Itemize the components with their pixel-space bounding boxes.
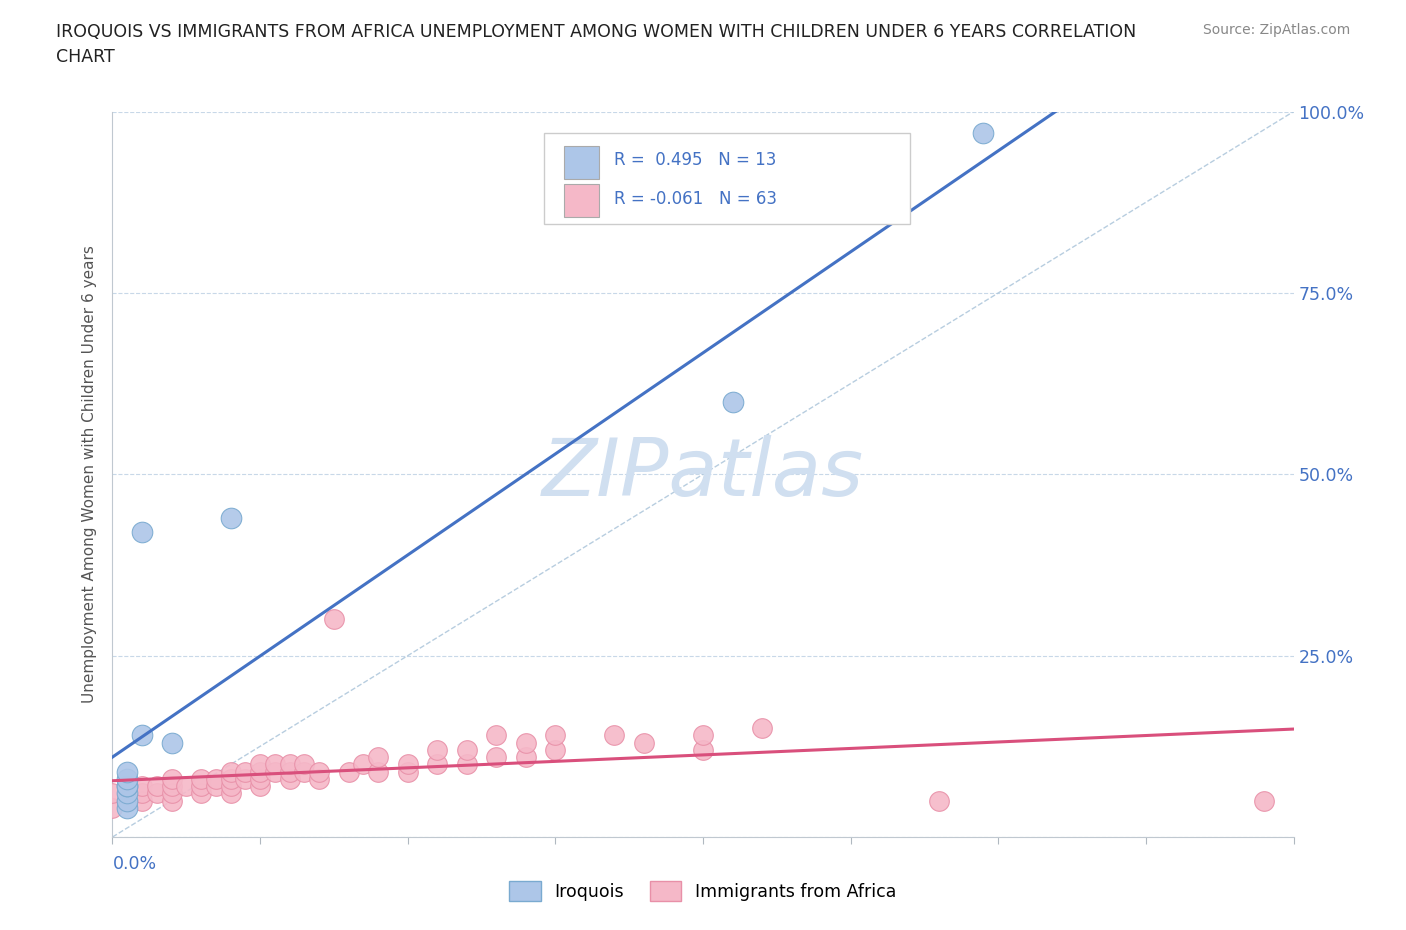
Y-axis label: Unemployment Among Women with Children Under 6 years: Unemployment Among Women with Children U… <box>82 246 97 703</box>
Point <box>485 728 508 743</box>
Point <box>337 764 360 779</box>
Point <box>117 801 138 816</box>
Point <box>146 778 169 793</box>
Point <box>249 778 271 793</box>
Point <box>205 778 228 793</box>
Point <box>160 793 183 808</box>
Point <box>131 728 153 743</box>
Point <box>117 778 138 793</box>
Point <box>292 764 315 779</box>
Point <box>278 757 301 772</box>
Point <box>101 786 124 801</box>
Point <box>117 764 138 779</box>
Point <box>233 772 256 787</box>
Point <box>292 757 315 772</box>
Point <box>101 801 124 816</box>
Point <box>249 764 271 779</box>
Point <box>352 757 374 772</box>
Point <box>367 764 389 779</box>
Point <box>219 786 242 801</box>
Text: R =  0.495   N = 13: R = 0.495 N = 13 <box>614 152 776 169</box>
Point <box>190 772 212 787</box>
Point <box>603 728 626 743</box>
Point <box>515 736 537 751</box>
Point <box>249 772 271 787</box>
Point <box>117 772 138 787</box>
Point <box>131 525 153 539</box>
Point <box>928 793 950 808</box>
FancyBboxPatch shape <box>544 133 910 224</box>
Point <box>219 778 242 793</box>
Text: ZIPatlas: ZIPatlas <box>541 435 865 513</box>
Point <box>190 778 212 793</box>
Legend: Iroquois, Immigrants from Africa: Iroquois, Immigrants from Africa <box>502 874 904 908</box>
Point <box>131 786 153 801</box>
Point <box>278 772 301 787</box>
Point <box>1253 793 1275 808</box>
Point <box>117 786 138 801</box>
Point <box>117 786 138 801</box>
Point <box>485 750 508 764</box>
Point <box>160 772 183 787</box>
Point <box>264 764 287 779</box>
Point <box>160 736 183 751</box>
Point <box>692 742 714 757</box>
Point <box>426 757 449 772</box>
Point <box>160 778 183 793</box>
Point <box>396 764 419 779</box>
Point <box>426 742 449 757</box>
FancyBboxPatch shape <box>564 184 599 217</box>
Point <box>456 757 478 772</box>
Point <box>249 757 271 772</box>
Point <box>544 742 567 757</box>
Text: 0.0%: 0.0% <box>112 856 156 873</box>
Point <box>751 721 773 736</box>
Point <box>174 778 197 793</box>
Point <box>264 757 287 772</box>
Point <box>456 742 478 757</box>
Point <box>146 786 169 801</box>
Point <box>219 511 242 525</box>
FancyBboxPatch shape <box>564 146 599 179</box>
Text: Source: ZipAtlas.com: Source: ZipAtlas.com <box>1202 23 1350 37</box>
Point <box>131 793 153 808</box>
Point <box>131 778 153 793</box>
Point <box>692 728 714 743</box>
Point <box>396 757 419 772</box>
Text: IROQUOIS VS IMMIGRANTS FROM AFRICA UNEMPLOYMENT AMONG WOMEN WITH CHILDREN UNDER : IROQUOIS VS IMMIGRANTS FROM AFRICA UNEMP… <box>56 23 1136 41</box>
Point <box>117 793 138 808</box>
Point <box>160 786 183 801</box>
Point <box>117 778 138 793</box>
Point <box>308 772 330 787</box>
Point <box>367 750 389 764</box>
Point <box>117 793 138 808</box>
Point <box>544 728 567 743</box>
Text: R = -0.061   N = 63: R = -0.061 N = 63 <box>614 190 778 207</box>
Point <box>117 778 138 793</box>
Point <box>219 772 242 787</box>
Point <box>205 772 228 787</box>
Point <box>973 126 995 140</box>
Point <box>323 612 346 627</box>
Point <box>278 764 301 779</box>
Point <box>190 786 212 801</box>
Point <box>515 750 537 764</box>
Point <box>633 736 655 751</box>
Point <box>308 764 330 779</box>
Point <box>219 764 242 779</box>
Point <box>233 764 256 779</box>
Point <box>721 394 744 409</box>
Text: CHART: CHART <box>56 48 115 66</box>
